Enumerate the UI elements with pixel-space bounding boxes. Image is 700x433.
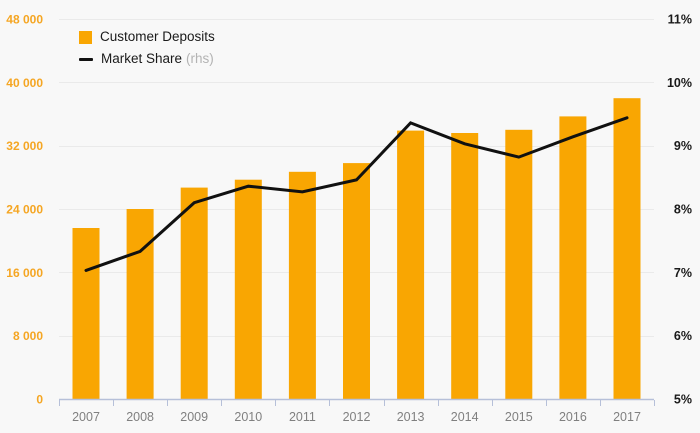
x-tick-label-2009: 2009 — [180, 410, 208, 424]
legend-item-customer-deposits[interactable]: Customer Deposits — [79, 29, 215, 45]
bar-2016[interactable] — [559, 116, 587, 400]
line-swatch-icon — [79, 57, 93, 61]
x-tick-label-2017: 2017 — [613, 410, 641, 424]
y-left-tick-label: 16 000 — [6, 266, 43, 280]
y-left-tick-label: 0 — [36, 393, 43, 407]
legend-item-market-share[interactable]: Market Share (rhs) — [79, 50, 215, 68]
y-right-tick-label: 8% — [674, 203, 692, 217]
x-tick-label-2015: 2015 — [505, 410, 533, 424]
x-tick-label-2016: 2016 — [559, 410, 587, 424]
bar-2011[interactable] — [288, 171, 316, 399]
y-left-tick-label: 48 000 — [6, 13, 43, 27]
market-share-line — [84, 116, 629, 272]
bar-2007[interactable] — [72, 228, 100, 399]
x-tick-label-2011: 2011 — [289, 410, 316, 424]
bar-2008[interactable] — [126, 209, 154, 399]
y-right-tick-label: 10% — [667, 76, 692, 90]
x-tick-label-2012: 2012 — [343, 410, 371, 424]
bar-2010[interactable] — [234, 179, 262, 399]
bar-2014[interactable] — [451, 133, 479, 399]
y-right-tick-label: 5% — [674, 393, 692, 407]
x-tick-label-2008: 2008 — [126, 410, 154, 424]
bar-2015[interactable] — [505, 129, 533, 400]
bar-2017[interactable] — [613, 98, 641, 399]
bar-2012[interactable] — [343, 163, 370, 399]
y-left-tick-label: 24 000 — [6, 203, 43, 217]
y-right-tick-label: 9% — [674, 139, 692, 153]
y-left-tick-label: 8 000 — [13, 329, 43, 343]
x-tick-label-2010: 2010 — [234, 410, 262, 424]
y-left-tick-label: 32 000 — [6, 139, 43, 153]
legend: Customer Deposits Market Share (rhs) — [79, 29, 215, 68]
legend-label-customer-deposits: Customer Deposits — [100, 29, 215, 44]
legend-label-rhs-suffix: (rhs) — [186, 51, 214, 66]
bar-swatch-icon — [79, 30, 92, 44]
y-right-tick-label: 6% — [674, 329, 692, 343]
x-tick-label-2013: 2013 — [397, 410, 425, 424]
x-tick-label-2014: 2014 — [451, 410, 479, 424]
bar-2013[interactable] — [397, 130, 425, 399]
y-left-tick-label: 40 000 — [6, 76, 43, 90]
x-tick-label-2007: 2007 — [72, 410, 100, 424]
y-right-tick-label: 11% — [668, 13, 692, 27]
bar-2009[interactable] — [180, 187, 208, 399]
y-right-tick-label: 7% — [674, 266, 692, 280]
legend-label-market-share: Market Share — [101, 51, 183, 66]
